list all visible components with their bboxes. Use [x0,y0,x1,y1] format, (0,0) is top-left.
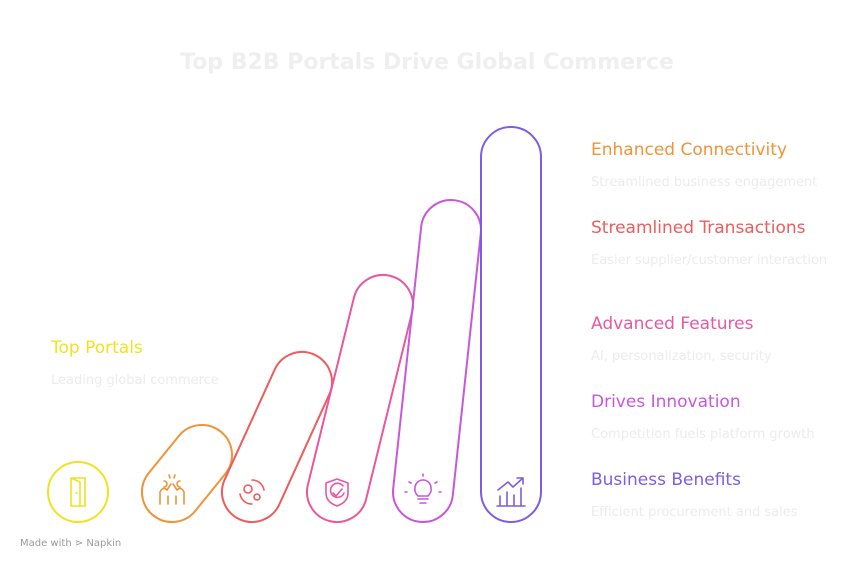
item-label: Business Benefits [591,470,741,490]
icon-glyph [404,473,442,504]
item-label: Advanced Features [591,314,754,334]
icon-glyph [159,474,185,505]
icon-glyph [496,477,526,507]
icon-glyph [239,479,265,505]
item-description: Leading global commerce [51,373,219,388]
capsule [480,126,542,523]
footer: Made with ⋗ Napkin [20,538,122,549]
icon [239,479,265,505]
capsule [392,199,482,523]
capsule [141,424,233,523]
icon-circle [47,461,109,523]
icon [325,478,349,507]
item-label: Drives Innovation [591,392,741,412]
icon [70,477,86,507]
item-description: Streamlined business engagement [591,175,818,190]
icon [404,473,442,504]
item-label: Enhanced Connectivity [591,140,788,160]
icon [496,477,526,507]
item-description: Competition fuels platform growth [591,427,815,442]
item-description: Easier supplier/customer interaction [591,253,828,268]
item-description: Efficient procurement and sales [591,505,798,520]
title: Top B2B Portals Drive Global Commerce [180,50,674,75]
footer-brand: Napkin [86,538,122,549]
item-description: AI, personalization, security [591,349,772,364]
footer-prefix: Made with [20,538,72,549]
icon-glyph [70,477,86,507]
icon [159,474,185,505]
icon-glyph [325,478,349,507]
item-label: Streamlined Transactions [591,218,806,238]
item-label: Top Portals [51,338,143,358]
capsule [306,274,414,523]
capsule [221,351,333,523]
